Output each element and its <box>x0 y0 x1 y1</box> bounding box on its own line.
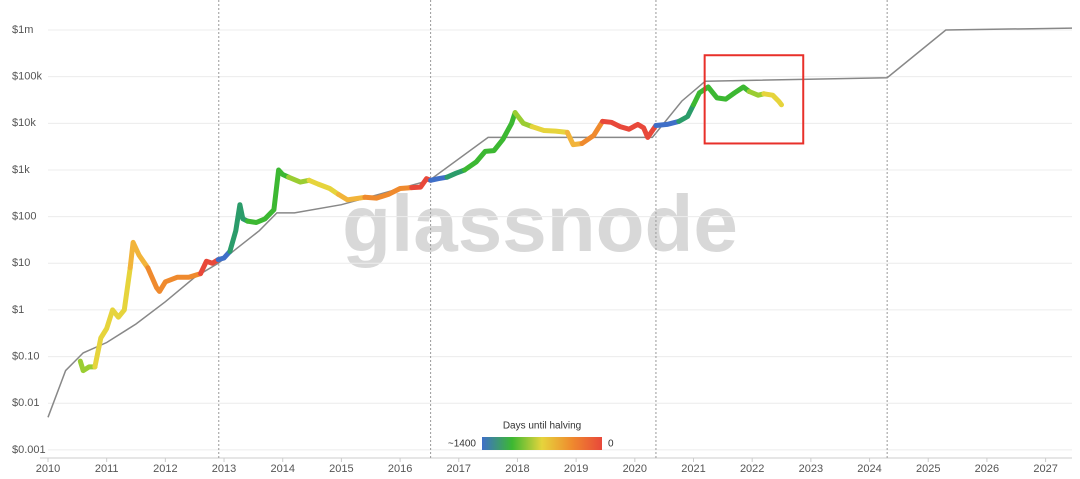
price-segment <box>215 248 233 263</box>
colorbar-min-label: ~1400 <box>448 439 477 450</box>
price-segment <box>198 257 221 277</box>
price-segment <box>286 174 312 185</box>
x-tick-label: 2027 <box>1033 463 1057 475</box>
price-segment <box>92 265 133 370</box>
y-tick-label: $1k <box>12 164 30 176</box>
x-tick-label: 2012 <box>153 463 177 475</box>
y-tick-label: $1 <box>12 304 24 316</box>
x-tick-label: 2010 <box>36 463 60 475</box>
price-segment <box>428 174 450 183</box>
price-segment <box>512 110 535 130</box>
colorbar-max-label: 0 <box>608 439 614 450</box>
price-segment <box>600 118 659 140</box>
price-segment <box>444 167 468 180</box>
price-segment <box>77 358 98 374</box>
x-tick-label: 2017 <box>447 463 471 475</box>
x-tick-label: 2014 <box>270 463 294 475</box>
price-segment <box>227 202 250 254</box>
price-segment <box>653 118 682 128</box>
y-tick-label: $10k <box>12 117 36 129</box>
x-tick-label: 2025 <box>916 463 940 475</box>
colorbar <box>482 437 602 450</box>
price-segment <box>245 167 292 225</box>
price-segment <box>306 177 341 197</box>
y-tick-label: $0.01 <box>12 397 40 409</box>
x-tick-label: 2026 <box>975 463 999 475</box>
price-segment <box>462 110 518 173</box>
price-segment <box>691 84 752 108</box>
price-segment <box>336 191 368 203</box>
watermark: glassnode <box>342 179 738 268</box>
price-segment <box>564 129 585 148</box>
x-tick-label: 2024 <box>857 463 881 475</box>
model-line <box>47 27 1073 418</box>
x-tick-label: 2023 <box>799 463 823 475</box>
highlight-box <box>703 54 805 145</box>
price-segment <box>127 239 151 271</box>
x-tick-label: 2022 <box>740 463 764 475</box>
price-segment <box>761 91 784 108</box>
x-tick-label: 2013 <box>212 463 236 475</box>
x-tick-label: 2016 <box>388 463 412 475</box>
price-segment <box>145 265 204 294</box>
price-segment <box>362 185 415 201</box>
x-tick-label: 2020 <box>623 463 647 475</box>
price-segment <box>579 118 605 146</box>
x-tick-label: 2015 <box>329 463 353 475</box>
y-tick-label: $0.10 <box>12 350 40 362</box>
y-tick-label: $0.001 <box>12 444 46 456</box>
colorbar-title: Days until halving <box>503 421 581 432</box>
x-tick-label: 2011 <box>95 463 119 475</box>
x-tick-label: 2021 <box>681 463 705 475</box>
y-tick-label: $1m <box>12 24 33 36</box>
x-tick-label: 2019 <box>564 463 588 475</box>
y-tick-label: $100k <box>12 71 42 83</box>
x-tick-label: 2018 <box>505 463 529 475</box>
price-segment <box>676 102 696 124</box>
price-segment <box>529 124 570 135</box>
y-tick-label: $100 <box>12 211 36 223</box>
y-tick-label: $10 <box>12 257 30 269</box>
